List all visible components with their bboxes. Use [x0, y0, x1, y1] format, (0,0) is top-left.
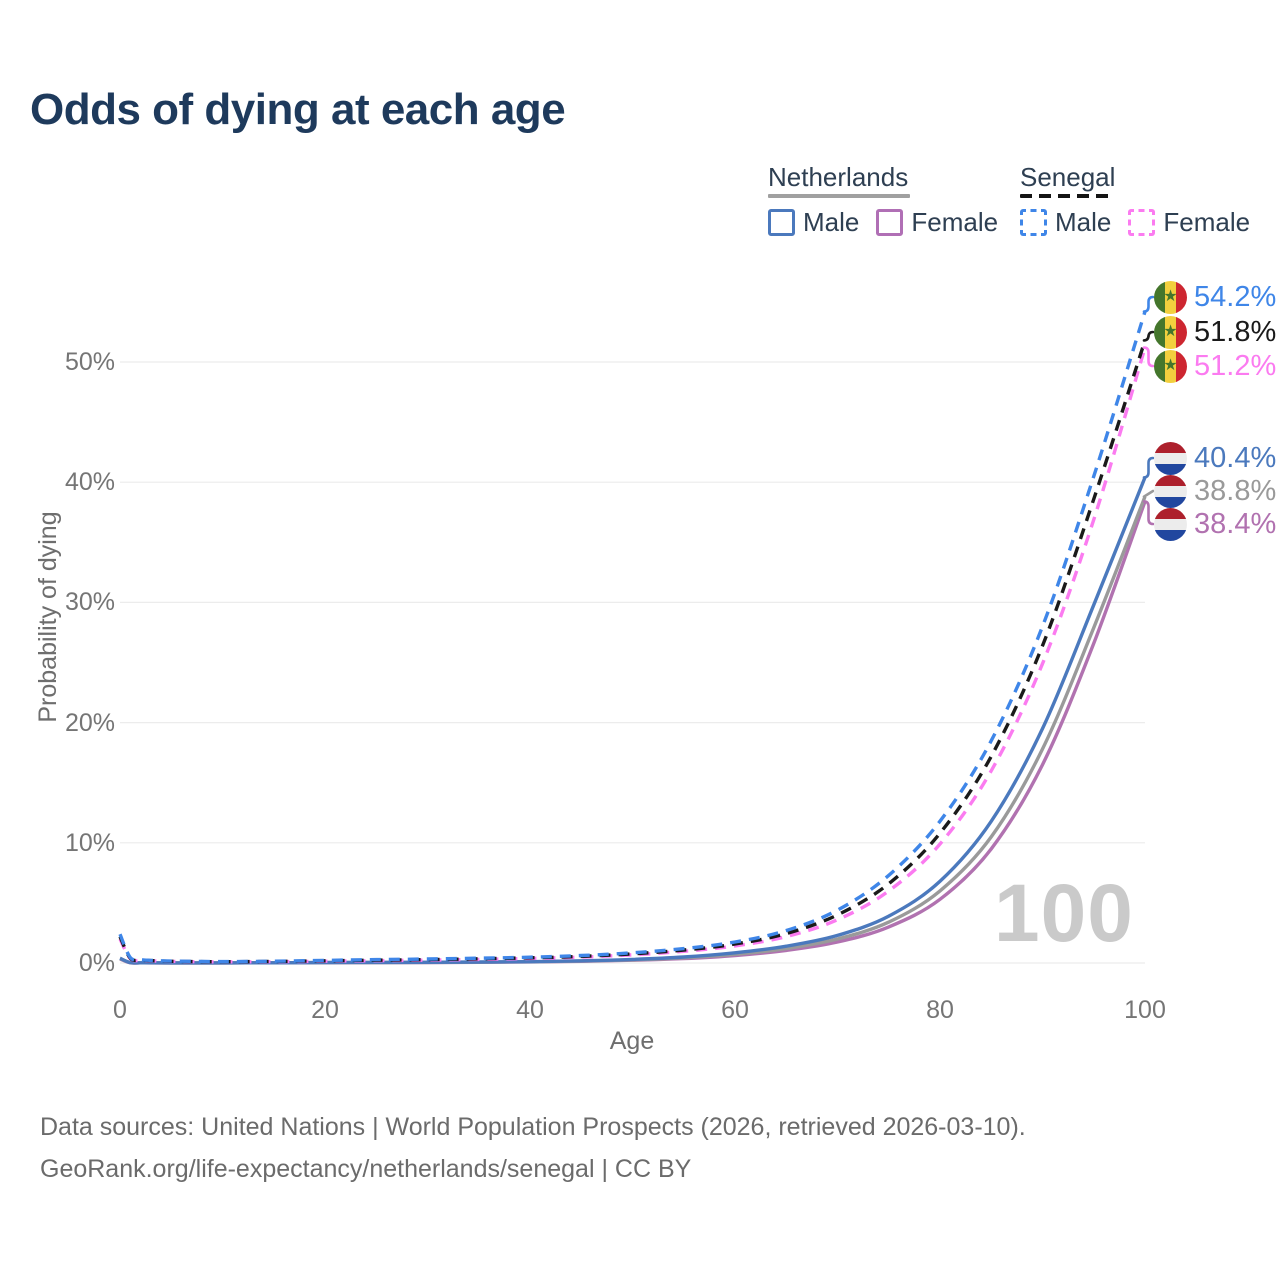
legend-item-label: Female [911, 207, 999, 237]
star-icon: ★ [1163, 357, 1178, 374]
end-label-value: 38.4% [1194, 508, 1277, 540]
legend-toggle-senegal-male[interactable]: Male [1020, 207, 1111, 238]
end-label-value: 54.2% [1194, 281, 1277, 313]
star-icon: ★ [1163, 288, 1178, 305]
legend-item-label: Male [1055, 207, 1112, 237]
checkbox-icon [768, 209, 795, 236]
end-label-value: 38.8% [1194, 475, 1277, 507]
senegal-flag-icon: ★ [1154, 280, 1187, 314]
legend-group-senegal: Senegal Male Female [1020, 162, 1250, 238]
checkbox-icon [1128, 209, 1156, 236]
end-label-value: 51.2% [1194, 350, 1277, 382]
label-connector [1142, 489, 1155, 498]
senegal-flag-icon: ★ [1154, 315, 1187, 349]
y-axis-title: Probability of dying [34, 511, 62, 723]
page-title: Odds of dying at each age [30, 85, 566, 134]
checkbox-icon [1020, 209, 1047, 236]
x-axis-tick: 40 [516, 996, 544, 1024]
senegal-combined-line-swatch [1020, 194, 1110, 198]
series-line-senegal-both-sexes- [118, 339, 1147, 964]
series-line-netherlands-female [119, 500, 1147, 965]
label-connector [1142, 330, 1155, 342]
x-axis-tick: 60 [721, 996, 749, 1024]
end-label-value: 40.4% [1194, 442, 1277, 474]
x-axis-tick: 100 [1124, 996, 1166, 1024]
legend-header-netherlands[interactable]: Netherlands [768, 162, 909, 192]
series-line-netherlands-male [119, 476, 1147, 965]
legend-toggle-netherlands-male[interactable]: Male [768, 207, 859, 238]
end-label-netherlands-female: 38.4% [1154, 507, 1276, 541]
attribution-text: GeoRank.org/life-expectancy/netherlands/… [40, 1155, 692, 1183]
data-sources-text: Data sources: United Nations | World Pop… [40, 1113, 1026, 1141]
end-label-netherlands-male: 40.4% [1154, 441, 1276, 475]
series-line-senegal-female [118, 347, 1147, 964]
label-connector [1142, 295, 1155, 313]
y-axis-tick: 20% [64, 708, 115, 737]
legend-item-label: Male [803, 207, 860, 237]
end-label-senegal-female: ★ 51.2% [1154, 349, 1276, 383]
netherlands-flag-icon [1154, 507, 1187, 541]
y-axis-tick: 50% [64, 348, 115, 376]
label-connector [1142, 456, 1155, 479]
x-axis-tick: 20 [311, 996, 339, 1024]
series-line-senegal-male [118, 310, 1147, 964]
senegal-flag-icon: ★ [1154, 349, 1187, 383]
footer: Data sources: United Nations | World Pop… [40, 1106, 1026, 1190]
y-axis-tick: 30% [64, 588, 115, 617]
y-axis-tick: 10% [64, 828, 115, 857]
legend-group-netherlands: Netherlands Male Female [768, 162, 998, 238]
y-axis-tick: 40% [64, 468, 115, 497]
star-icon: ★ [1163, 323, 1178, 340]
legend-item-label: Female [1163, 207, 1251, 237]
x-axis-title: Age [609, 1027, 655, 1055]
end-label-senegal-male: ★ 54.2% [1154, 280, 1276, 314]
y-axis-tick: 0% [78, 949, 115, 977]
end-label-value: 51.8% [1194, 316, 1277, 348]
x-axis-tick: 80 [926, 996, 954, 1024]
netherlands-flag-icon [1154, 441, 1187, 475]
hover-age-watermark: 100 [994, 868, 1134, 959]
legend-header-senegal[interactable]: Senegal [1020, 162, 1116, 192]
netherlands-flag-icon [1154, 474, 1187, 508]
legend-toggle-senegal-female[interactable]: Female [1128, 207, 1250, 238]
series-line-netherlands-both-sexes- [119, 495, 1147, 965]
x-axis-tick: 0 [113, 996, 127, 1024]
netherlands-combined-line-swatch [768, 194, 910, 198]
end-label-senegal-both: ★ 51.8% [1154, 315, 1276, 349]
legend-toggle-netherlands-female[interactable]: Female [876, 207, 998, 238]
end-label-netherlands-both: 38.8% [1154, 474, 1276, 508]
label-connector [1142, 346, 1155, 368]
checkbox-icon [876, 209, 904, 236]
label-connector [1142, 500, 1155, 526]
